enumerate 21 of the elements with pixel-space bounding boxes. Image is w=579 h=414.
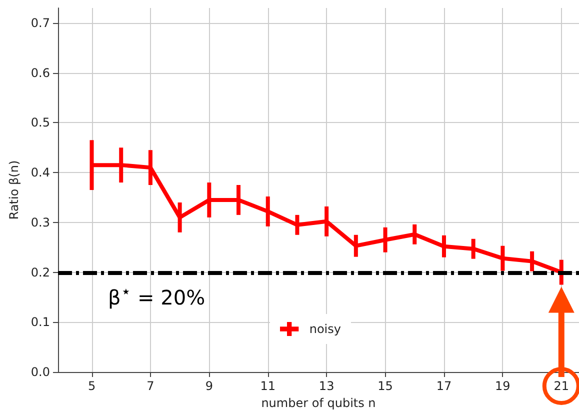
ref-line-label: β$^{⋆}$ = 20% bbox=[108, 282, 206, 310]
y-tick-label: 0.1 bbox=[30, 315, 50, 330]
x-tick-label: 19 bbox=[495, 379, 510, 393]
y-tick-label: 0.7 bbox=[30, 16, 50, 30]
x-tick-label: 13 bbox=[318, 379, 334, 393]
x-tick-label: 7 bbox=[146, 379, 154, 393]
y-tick-label: 0.4 bbox=[30, 166, 50, 180]
x-axis-title: number of qubits n bbox=[261, 396, 376, 410]
x-tick-label: 17 bbox=[436, 379, 452, 393]
x-tick-label: 15 bbox=[378, 379, 393, 393]
x-tick-label: 9 bbox=[205, 379, 213, 393]
y-axis-title: Ratio β(n) bbox=[7, 160, 22, 220]
legend-label: noisy bbox=[309, 322, 341, 336]
x-tick-label: 11 bbox=[260, 379, 276, 393]
y-tick-label: 0.6 bbox=[30, 66, 50, 80]
y-tick-label: 0.0 bbox=[30, 365, 50, 379]
y-tick-label: 0.2 bbox=[30, 265, 50, 280]
x-tick-label: 5 bbox=[88, 379, 96, 393]
y-tick-label: 0.3 bbox=[30, 215, 50, 230]
y-tick-label: 0.5 bbox=[30, 116, 50, 130]
x-tick-label: 21 bbox=[554, 379, 570, 393]
